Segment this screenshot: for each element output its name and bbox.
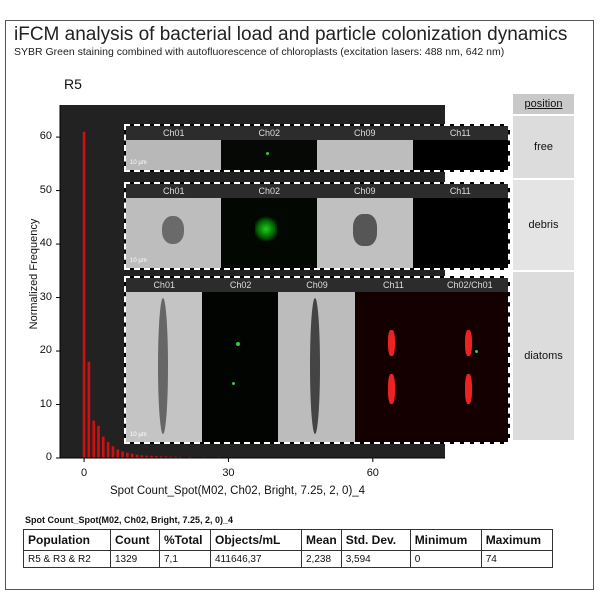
- table-cell: R5 & R3 & R2: [23, 550, 111, 568]
- fluorescence-tile: [221, 140, 317, 170]
- table-cell: 1329: [110, 550, 160, 568]
- channel-label: Ch02: [258, 186, 280, 196]
- histogram-bar: [121, 451, 124, 458]
- column-header: Population: [23, 529, 111, 551]
- sidescatter-tile: [317, 140, 413, 170]
- brightfield-tile: [126, 198, 221, 268]
- y-tick-label: 40: [39, 237, 52, 250]
- channel-label: Ch02/Ch01: [447, 280, 493, 290]
- table-cell: 2,238: [301, 550, 342, 568]
- scale-bar: 10 µm: [130, 258, 147, 264]
- sidescatter-tile: [278, 292, 355, 442]
- channel-label: Ch02: [229, 280, 252, 290]
- gate-label: R5: [64, 76, 82, 92]
- table-cell: 3,594: [340, 550, 411, 568]
- chlorophyll-tile: [355, 292, 431, 442]
- y-tick-label: 60: [39, 130, 52, 143]
- brightfield-tile: [126, 140, 221, 170]
- y-tick-label: 50: [39, 183, 52, 196]
- column-header: Minimum: [409, 529, 482, 551]
- histogram-bar: [169, 456, 173, 458]
- histogram-bar: [106, 441, 110, 458]
- y-tick-label: 20: [39, 344, 52, 357]
- position-cell-bg: [513, 116, 574, 178]
- column-header: %Total: [159, 529, 211, 551]
- histogram-bar: [150, 455, 153, 458]
- fluorescence-tile: [202, 292, 278, 442]
- scale-bar: 10 µm: [130, 432, 147, 438]
- column-header: Count: [110, 529, 160, 551]
- channel-label: Ch02: [258, 128, 280, 138]
- table-cell: 74: [480, 550, 553, 568]
- position-debris: debris: [528, 219, 559, 231]
- histogram-bar: [145, 455, 148, 458]
- histogram-bar: [92, 420, 96, 458]
- channel-label: Ch11: [382, 280, 404, 290]
- column-header: Mean: [301, 529, 342, 551]
- table-row: R5 & R3 & R2 1329 7,1 411646,37 2,238 3,…: [23, 550, 553, 568]
- column-header: Maximum: [480, 529, 553, 551]
- histogram-bar: [126, 452, 129, 458]
- channel-label: Ch09: [353, 186, 376, 196]
- sidescatter-tile: [317, 198, 413, 268]
- y-tick-label: 0: [45, 451, 52, 463]
- position-cell-bg: [513, 180, 574, 270]
- chlorophyll-tile: [413, 198, 508, 268]
- overlay-tile: [431, 292, 508, 442]
- chlorophyll-tile: [413, 140, 508, 170]
- histogram-bar: [178, 456, 182, 458]
- channel-label: Ch11: [449, 128, 471, 138]
- figure-title: iFCM analysis of bacterial load and part…: [14, 24, 568, 45]
- position-diatoms: diatoms: [524, 350, 563, 362]
- histogram-bar: [116, 449, 120, 458]
- histogram-bar: [82, 131, 86, 458]
- fluorescence-tile: [221, 198, 317, 268]
- figure-subtitle: SYBR Green staining combined with autofl…: [14, 46, 505, 58]
- table-cell: 7,1: [159, 550, 211, 568]
- image-panel-diatoms: Ch01 Ch02 Ch09 Ch11 Ch02/Ch01 10 µm: [124, 276, 510, 444]
- image-panel-free: Ch01 Ch02 Ch09 Ch11 10 µm: [124, 124, 510, 172]
- brightfield-tile: [126, 292, 202, 442]
- table-header-row: Population Count %Total Objects/mL Mean …: [23, 529, 553, 551]
- x-axis-label: Spot Count_Spot(M02, Ch02, Bright, 7.25,…: [110, 485, 366, 497]
- column-header: Std. Dev.: [340, 529, 411, 551]
- scale-bar: 10 µm: [130, 160, 147, 166]
- y-tick-label: 30: [39, 290, 52, 303]
- x-tick-label: 0: [81, 467, 88, 479]
- histogram-bar: [97, 425, 100, 458]
- statistics-table: Population Count %Total Objects/mL Mean …: [23, 529, 553, 568]
- channel-label: Ch09: [306, 280, 328, 290]
- table-caption: Spot Count_Spot(M02, Ch02, Bright, 7.25,…: [25, 515, 234, 525]
- position-free: free: [534, 141, 553, 153]
- histogram-bar: [135, 454, 139, 458]
- histogram-bar: [188, 456, 192, 458]
- histogram-bar: [111, 446, 115, 458]
- x-tick-label: 60: [366, 467, 379, 479]
- y-axis-label: Normalized Frequency: [28, 218, 40, 330]
- channel-label: Ch11: [449, 186, 471, 196]
- y-tick-label: 10: [39, 397, 52, 410]
- channel-label: Ch01: [162, 186, 185, 196]
- histogram-bar: [174, 456, 177, 458]
- channel-label: Ch09: [353, 128, 376, 138]
- histogram-bar: [154, 456, 158, 458]
- histogram-bar: [101, 436, 105, 458]
- position-cell-bg: [513, 272, 574, 440]
- channel-label: Ch01: [153, 280, 175, 290]
- channel-label: Ch01: [162, 128, 185, 138]
- table-cell: 411646,37: [210, 550, 302, 568]
- image-panel-debris: Ch01 Ch02 Ch09 Ch11 10 µm: [124, 182, 510, 270]
- histogram-bar: [159, 456, 163, 458]
- histogram-bar: [87, 361, 91, 458]
- position-header: position: [513, 94, 574, 114]
- histogram-bar: [130, 453, 134, 458]
- column-header: Objects/mL: [210, 529, 302, 551]
- histogram-bar: [140, 455, 144, 458]
- table-cell: 0: [409, 550, 482, 568]
- x-tick-label: 30: [222, 467, 235, 479]
- histogram-bar: [164, 456, 168, 458]
